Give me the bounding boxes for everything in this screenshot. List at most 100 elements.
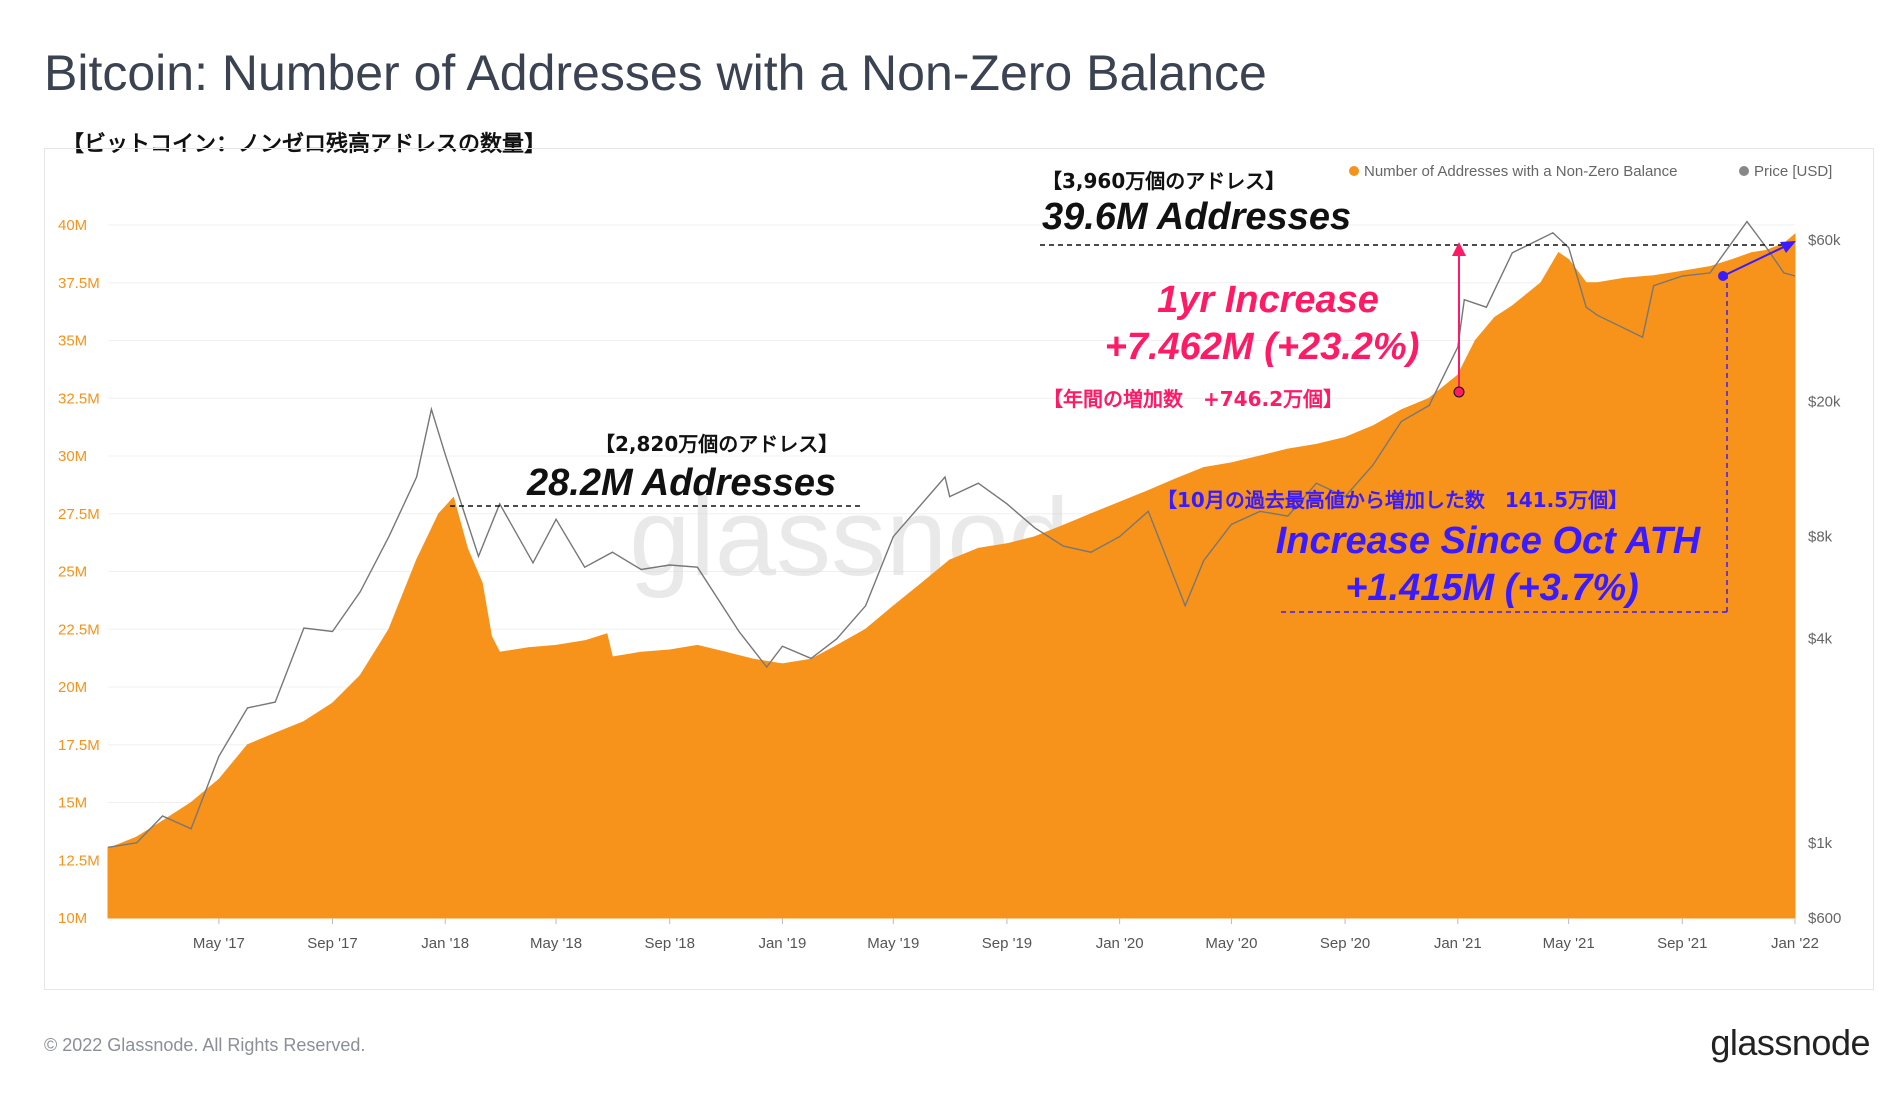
legend-dot-price [1739, 166, 1749, 176]
address-point [1585, 282, 1587, 284]
left-tick-label: 27.5M [58, 506, 100, 523]
price-point [332, 631, 334, 633]
address-point [1709, 266, 1711, 268]
legend-dot-addresses [1349, 166, 1359, 176]
yr-increase-dot [1453, 386, 1465, 398]
address-point [584, 640, 586, 642]
chart-title: Bitcoin: Number of Addresses with a Non-… [44, 45, 1267, 101]
address-point [490, 635, 492, 637]
address-point [438, 513, 440, 515]
price-point [1653, 285, 1655, 287]
price-point [359, 591, 361, 593]
address-point [274, 732, 276, 734]
price-point [247, 707, 249, 709]
oct-ath-dot [1718, 271, 1728, 281]
left-tick-label: 12.5M [58, 852, 100, 869]
glassnode-logo[interactable]: glassnode [1710, 1022, 1870, 1063]
address-point [1624, 277, 1626, 279]
ath-label-japanese: 【3,960万個のアドレス】 [1042, 169, 1285, 193]
address-point [107, 848, 109, 850]
price-point [477, 555, 479, 557]
address-point [1174, 478, 1176, 480]
address-point [753, 658, 755, 660]
price-point [416, 476, 418, 478]
price-point [781, 645, 783, 647]
address-point [725, 651, 727, 653]
oct-ath-title: Increase Since Oct ATH [1276, 520, 1702, 562]
price-point [274, 701, 276, 703]
address-point [1400, 409, 1402, 411]
address-point [1034, 536, 1036, 538]
address-point [1751, 252, 1753, 254]
price-point [1119, 536, 1121, 538]
price-point [1783, 272, 1785, 274]
address-area [107, 233, 1796, 919]
price-point [1315, 482, 1317, 484]
chart-frame [44, 148, 1874, 990]
right-tick-label: $20k [1808, 394, 1841, 411]
left-tick-label: 25M [58, 564, 87, 581]
address-point [1287, 448, 1289, 450]
address-point [527, 647, 529, 649]
address-point [1006, 543, 1008, 545]
price-point [1184, 605, 1186, 607]
price-point [1062, 545, 1064, 547]
oct-ath-value: +1.415M (+3.7%) [1345, 567, 1639, 609]
price-point [1372, 464, 1374, 466]
x-tick-label: May '17 [193, 935, 245, 952]
address-point [606, 633, 608, 635]
price-point [162, 815, 164, 817]
price-point [1230, 523, 1232, 525]
price-point [738, 631, 740, 633]
price-point [1259, 510, 1261, 512]
x-tick-label: May '19 [867, 935, 919, 952]
legend-label-price: Price [USD] [1754, 163, 1832, 180]
annotations: 【3,960万個のアドレス】 39.6M Addresses 【2,820万個の… [450, 169, 1796, 613]
price-point [555, 518, 557, 520]
price-point [1400, 420, 1402, 422]
price-point [1552, 232, 1554, 234]
oct-ath-arrow [1722, 243, 1791, 277]
address-point [247, 744, 249, 746]
price-point [1765, 247, 1767, 249]
price-point [1428, 404, 1430, 406]
peak2018-label: 28.2M Addresses [526, 462, 836, 504]
yr-increase-value: +7.462M (+23.2%) [1105, 326, 1420, 368]
address-point [359, 674, 361, 676]
price-point [1794, 275, 1796, 277]
price-point [1090, 551, 1092, 553]
right-tick-label: $60k [1808, 232, 1841, 249]
price-point [949, 496, 951, 498]
price-point [611, 551, 613, 553]
address-point [669, 649, 671, 651]
x-tick-label: Sep '18 [645, 935, 695, 952]
price-point [1596, 314, 1598, 316]
price-point [1344, 496, 1346, 498]
address-point [1315, 443, 1317, 445]
address-point [921, 582, 923, 584]
address-point [865, 628, 867, 630]
x-tick-label: Jan '19 [758, 935, 806, 952]
address-point [1119, 501, 1121, 503]
address-point [1540, 282, 1542, 284]
legend: Number of Addresses with a Non-Zero Bala… [1349, 163, 1832, 180]
price-point [836, 638, 838, 640]
address-point [136, 836, 138, 838]
x-axis: May '17 Sep '17 Jan '18 May '18 Sep '18 Jan '… [193, 918, 1819, 952]
x-tick-label: May '21 [1543, 935, 1595, 952]
left-tick-label: 35M [58, 333, 87, 350]
price-point [107, 846, 109, 848]
price-point [892, 536, 894, 538]
address-point [1511, 305, 1513, 307]
address-point [1062, 524, 1064, 526]
left-tick-label: 30M [58, 448, 87, 465]
left-tick-label: 22.5M [58, 621, 100, 638]
price-point [430, 408, 432, 410]
address-point [1428, 397, 1430, 399]
price-point [810, 657, 812, 659]
address-point [1653, 275, 1655, 277]
address-point [611, 656, 613, 658]
x-tick-label: Jan '20 [1096, 935, 1144, 952]
price-point [1681, 275, 1683, 277]
price-point [640, 568, 642, 570]
